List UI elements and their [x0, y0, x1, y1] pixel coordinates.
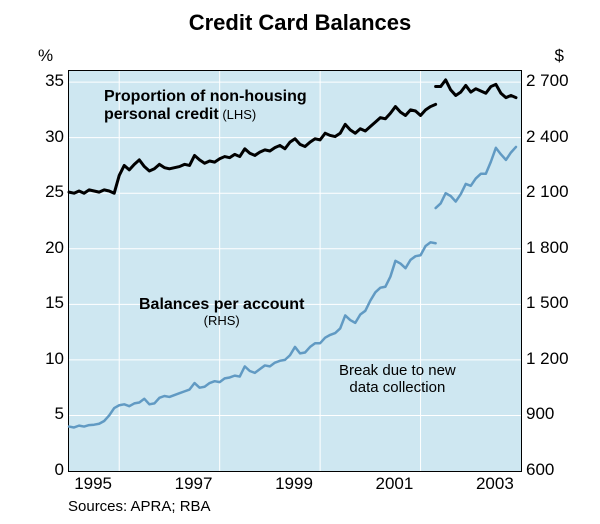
xtick: 2003	[465, 474, 525, 494]
y-axis-left-unit: %	[38, 46, 53, 66]
ytick-left: 25	[24, 182, 64, 202]
chart-container: Credit Card Balances % $ Proportion of n…	[0, 0, 600, 524]
ytick-left: 30	[24, 127, 64, 147]
xtick: 1995	[63, 474, 123, 494]
ytick-right: 2 700	[526, 71, 582, 91]
ytick-left: 0	[24, 460, 64, 480]
ytick-left: 20	[24, 238, 64, 258]
plot-area: Proportion of non-housing personal credi…	[68, 70, 522, 472]
ytick-right: 1 500	[526, 293, 582, 313]
annotation-balances-line1: Balances per account	[139, 296, 304, 313]
annotation-proportion-sub: (LHS)	[219, 107, 257, 122]
annotation-break: Break due to new data collection	[339, 363, 456, 396]
annotation-break-line2: data collection	[349, 379, 445, 396]
y-axis-right-unit: $	[555, 46, 564, 66]
ytick-left: 15	[24, 293, 64, 313]
xtick: 1997	[164, 474, 224, 494]
ytick-left: 10	[24, 349, 64, 369]
xtick: 1999	[264, 474, 324, 494]
annotation-proportion-line2: personal credit	[104, 106, 219, 123]
ytick-right: 2 100	[526, 182, 582, 202]
xtick: 2001	[364, 474, 424, 494]
ytick-right: 900	[526, 404, 582, 424]
annotation-proportion: Proportion of non-housing personal credi…	[104, 88, 307, 125]
chart-title: Credit Card Balances	[0, 10, 600, 36]
ytick-left: 35	[24, 71, 64, 91]
annotation-balances-sub: (RHS)	[139, 314, 304, 329]
ytick-right: 1 800	[526, 238, 582, 258]
chart-svg	[69, 71, 521, 471]
ytick-right: 1 200	[526, 349, 582, 369]
annotation-break-line1: Break due to new	[339, 362, 456, 379]
sources-text: Sources: APRA; RBA	[68, 498, 211, 515]
annotation-proportion-line1: Proportion of non-housing	[104, 88, 307, 105]
ytick-right: 2 400	[526, 127, 582, 147]
ytick-left: 5	[24, 404, 64, 424]
ytick-right: 600	[526, 460, 582, 480]
annotation-balances: Balances per account (RHS)	[139, 296, 304, 329]
